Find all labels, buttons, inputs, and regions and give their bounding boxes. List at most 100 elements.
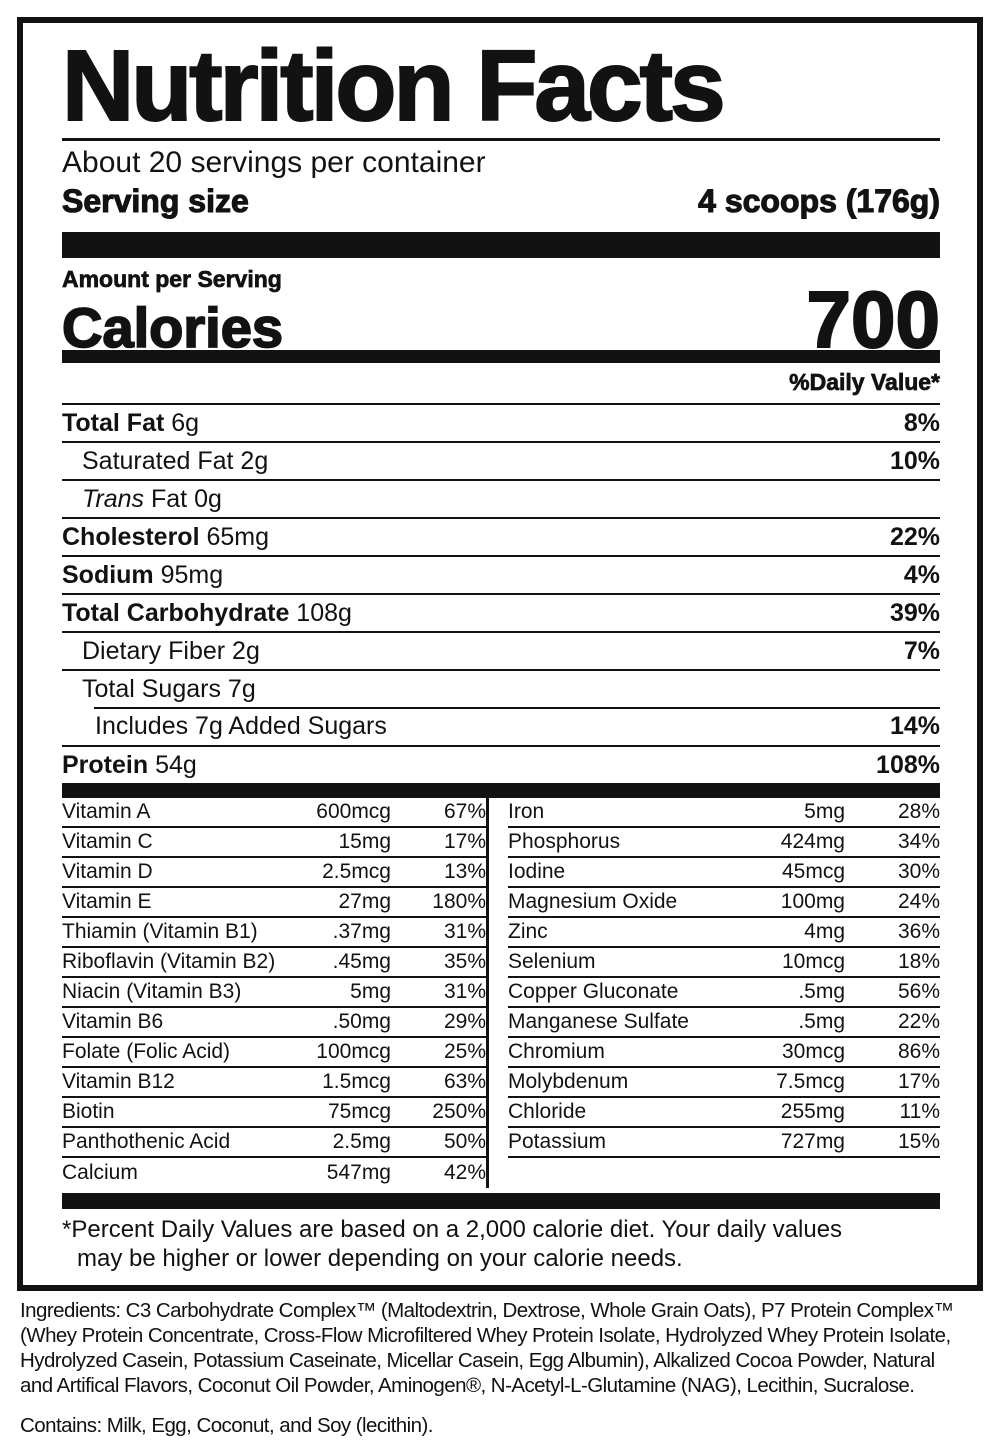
column-divider bbox=[486, 798, 489, 1188]
micronutrient-row: Manganese Sulfate .5mg 22% bbox=[508, 1008, 940, 1038]
micronutrient-daily-value: 31% bbox=[443, 980, 486, 1003]
micronutrient-name: Iron bbox=[508, 800, 545, 823]
micronutrient-daily-value: 17% bbox=[443, 830, 486, 853]
nutrient-row: Protein 54g 108% bbox=[62, 745, 940, 783]
serving-size-value: 4 scoops (176g) bbox=[698, 182, 941, 219]
micronutrient-amount: .37mg bbox=[332, 920, 391, 943]
micronutrient-amount: 255mg bbox=[780, 1100, 845, 1123]
micronutrient-name: Selenium bbox=[508, 950, 596, 973]
micronutrient-name: Vitamin C bbox=[62, 830, 153, 853]
micronutrient-row: Potassium 727mg 15% bbox=[508, 1128, 940, 1158]
ingredients-paragraph: Ingredients: C3 Carbohydrate Complex™ (M… bbox=[20, 1298, 983, 1398]
micronutrient-daily-value: 18% bbox=[897, 950, 940, 973]
servings-per-container: About 20 servings per container bbox=[62, 146, 486, 179]
nutrient-daily-value: 108% bbox=[876, 750, 940, 779]
calories-row: Calories 700 bbox=[61, 275, 941, 364]
calories-value: 700 bbox=[806, 275, 941, 364]
section-bar-serving bbox=[62, 232, 940, 258]
nutrient-daily-value: 14% bbox=[889, 711, 940, 740]
micronutrient-row: Niacin (Vitamin B3) 5mg 31% bbox=[62, 978, 486, 1008]
nutrient-daily-value: 4% bbox=[903, 560, 940, 589]
micronutrient-name: Riboflavin (Vitamin B2) bbox=[62, 950, 276, 973]
contains-paragraph: Contains: Milk, Egg, Coconut, and Soy (l… bbox=[20, 1413, 983, 1438]
ingredients-text-1: C3 Carbohydrate Complex™ (Maltodextrin, … bbox=[120, 1299, 954, 1322]
micronutrient-daily-value: 25% bbox=[443, 1040, 486, 1063]
micronutrient-row: Molybdenum 7.5mcg 17% bbox=[508, 1068, 940, 1098]
micronutrient-amount: 100mcg bbox=[316, 1040, 391, 1063]
micronutrient-name: Vitamin B6 bbox=[62, 1010, 164, 1033]
nutrient-daily-value: 39% bbox=[889, 598, 940, 627]
micronutrient-amount: 7.5mcg bbox=[776, 1070, 845, 1093]
below-panel-text: Ingredients: C3 Carbohydrate Complex™ (M… bbox=[20, 1298, 983, 1449]
micronutrient-amount: 4mg bbox=[804, 920, 845, 943]
nutrient-row: Total Sugars 7g bbox=[62, 669, 940, 707]
micronutrient-row: Vitamin B6 .50mg 29% bbox=[62, 1008, 486, 1038]
micronutrient-row: Vitamin D 2.5mcg 13% bbox=[62, 858, 486, 888]
micronutrient-amount: .5mg bbox=[798, 980, 845, 1003]
nutrient-row: Dietary Fiber 2g 7% bbox=[62, 631, 940, 669]
micronutrient-daily-value: 86% bbox=[897, 1040, 940, 1063]
nutrient-daily-value: 22% bbox=[889, 522, 940, 551]
nutrient-name: Protein 54g bbox=[62, 750, 197, 779]
ingredients-line: Ingredients: C3 Carbohydrate Complex™ (M… bbox=[20, 1299, 954, 1322]
micronutrient-name: Thiamin (Vitamin B1) bbox=[62, 920, 258, 943]
calories-label: Calories bbox=[61, 296, 284, 359]
micronutrient-daily-value: 42% bbox=[443, 1161, 486, 1184]
nutrient-list: Total Fat 6g 8% Saturated Fat 2g 10% Tra… bbox=[62, 403, 940, 783]
micronutrient-daily-value: 36% bbox=[897, 920, 940, 943]
ingredients-line: Hydrolyzed Casein, Potassium Caseinate, … bbox=[20, 1349, 935, 1372]
micronutrient-amount: 30mcg bbox=[781, 1040, 845, 1063]
micronutrient-row: Iodine 45mcg 30% bbox=[508, 858, 940, 888]
footnote-line-1: *Percent Daily Values are based on a 2,0… bbox=[62, 1216, 843, 1243]
micronutrient-daily-value: 31% bbox=[443, 920, 486, 943]
nutrient-name: Total Carbohydrate 108g bbox=[62, 598, 352, 627]
micronutrient-daily-value: 24% bbox=[897, 890, 940, 913]
nutrient-name: Total Sugars 7g bbox=[82, 674, 256, 703]
micronutrient-column-left: Vitamin A 600mcg 67% Vitamin C 15mg 17% … bbox=[62, 798, 486, 1188]
nutrient-row: Total Fat 6g 8% bbox=[62, 403, 940, 441]
section-bar-micronutrients-top bbox=[62, 783, 940, 798]
micronutrient-amount: .5mg bbox=[798, 1010, 845, 1033]
section-bar-calories bbox=[62, 350, 940, 363]
contains-label: Contains: bbox=[20, 1414, 102, 1437]
micronutrient-name: Niacin (Vitamin B3) bbox=[62, 980, 242, 1003]
micronutrient-amount: 27mg bbox=[338, 890, 391, 913]
nutrient-daily-value: 7% bbox=[903, 636, 940, 665]
ingredients-line: (Whey Protein Concentrate, Cross-Flow Mi… bbox=[20, 1324, 951, 1347]
micronutrient-name: Phosphorus bbox=[508, 830, 621, 853]
contains-text: Milk, Egg, Coconut, and Soy (lecithin). bbox=[101, 1414, 434, 1437]
micronutrient-amount: 727mg bbox=[780, 1130, 845, 1153]
ingredients-line: and Artifical Flavors, Coconut Oil Powde… bbox=[20, 1374, 915, 1397]
title-divider bbox=[62, 138, 940, 141]
micronutrient-row: Panthothenic Acid 2.5mg 50% bbox=[62, 1128, 486, 1158]
panel-title: Nutrition Facts bbox=[61, 30, 727, 142]
micronutrient-amount: 424mg bbox=[780, 830, 845, 853]
micronutrient-daily-value: 67% bbox=[443, 800, 486, 823]
micronutrient-daily-value: 11% bbox=[899, 1100, 940, 1123]
micronutrient-row: Chromium 30mcg 86% bbox=[508, 1038, 940, 1068]
micronutrient-name: Vitamin A bbox=[62, 800, 151, 823]
nutrient-name: Trans Fat 0g bbox=[82, 484, 222, 513]
micronutrient-name: Biotin bbox=[62, 1100, 115, 1123]
daily-value-footnote: *Percent Daily Values are based on a 2,0… bbox=[62, 1216, 940, 1273]
nutrient-name: Sodium 95mg bbox=[62, 560, 224, 589]
nutrient-row: Total Carbohydrate 108g 39% bbox=[62, 593, 940, 631]
micronutrient-row: Vitamin B12 1.5mcg 63% bbox=[62, 1068, 486, 1098]
micronutrient-amount: 100mg bbox=[780, 890, 845, 913]
micronutrient-name: Molybdenum bbox=[508, 1070, 629, 1093]
micronutrient-name: Copper Gluconate bbox=[508, 980, 679, 1003]
micronutrient-amount: .45mg bbox=[332, 950, 391, 973]
serving-size-row: Serving size 4 scoops (176g) bbox=[61, 181, 941, 221]
micronutrient-column-right: Iron 5mg 28% Phosphorus 424mg 34% Iodine… bbox=[508, 798, 940, 1188]
micronutrient-name: Panthothenic Acid bbox=[62, 1130, 231, 1153]
micronutrient-name: Chromium bbox=[508, 1040, 605, 1063]
micronutrient-row: Riboflavin (Vitamin B2) .45mg 35% bbox=[62, 948, 486, 978]
micronutrient-row: Thiamin (Vitamin B1) .37mg 31% bbox=[62, 918, 486, 948]
nutrient-name: Dietary Fiber 2g bbox=[82, 636, 260, 665]
micronutrient-name: Vitamin D bbox=[62, 860, 153, 883]
nutrient-row: Sodium 95mg 4% bbox=[62, 555, 940, 593]
micronutrient-row: Vitamin C 15mg 17% bbox=[62, 828, 486, 858]
micronutrient-amount: 1.5mcg bbox=[322, 1070, 391, 1093]
nutrient-name: Cholesterol 65mg bbox=[62, 522, 270, 551]
